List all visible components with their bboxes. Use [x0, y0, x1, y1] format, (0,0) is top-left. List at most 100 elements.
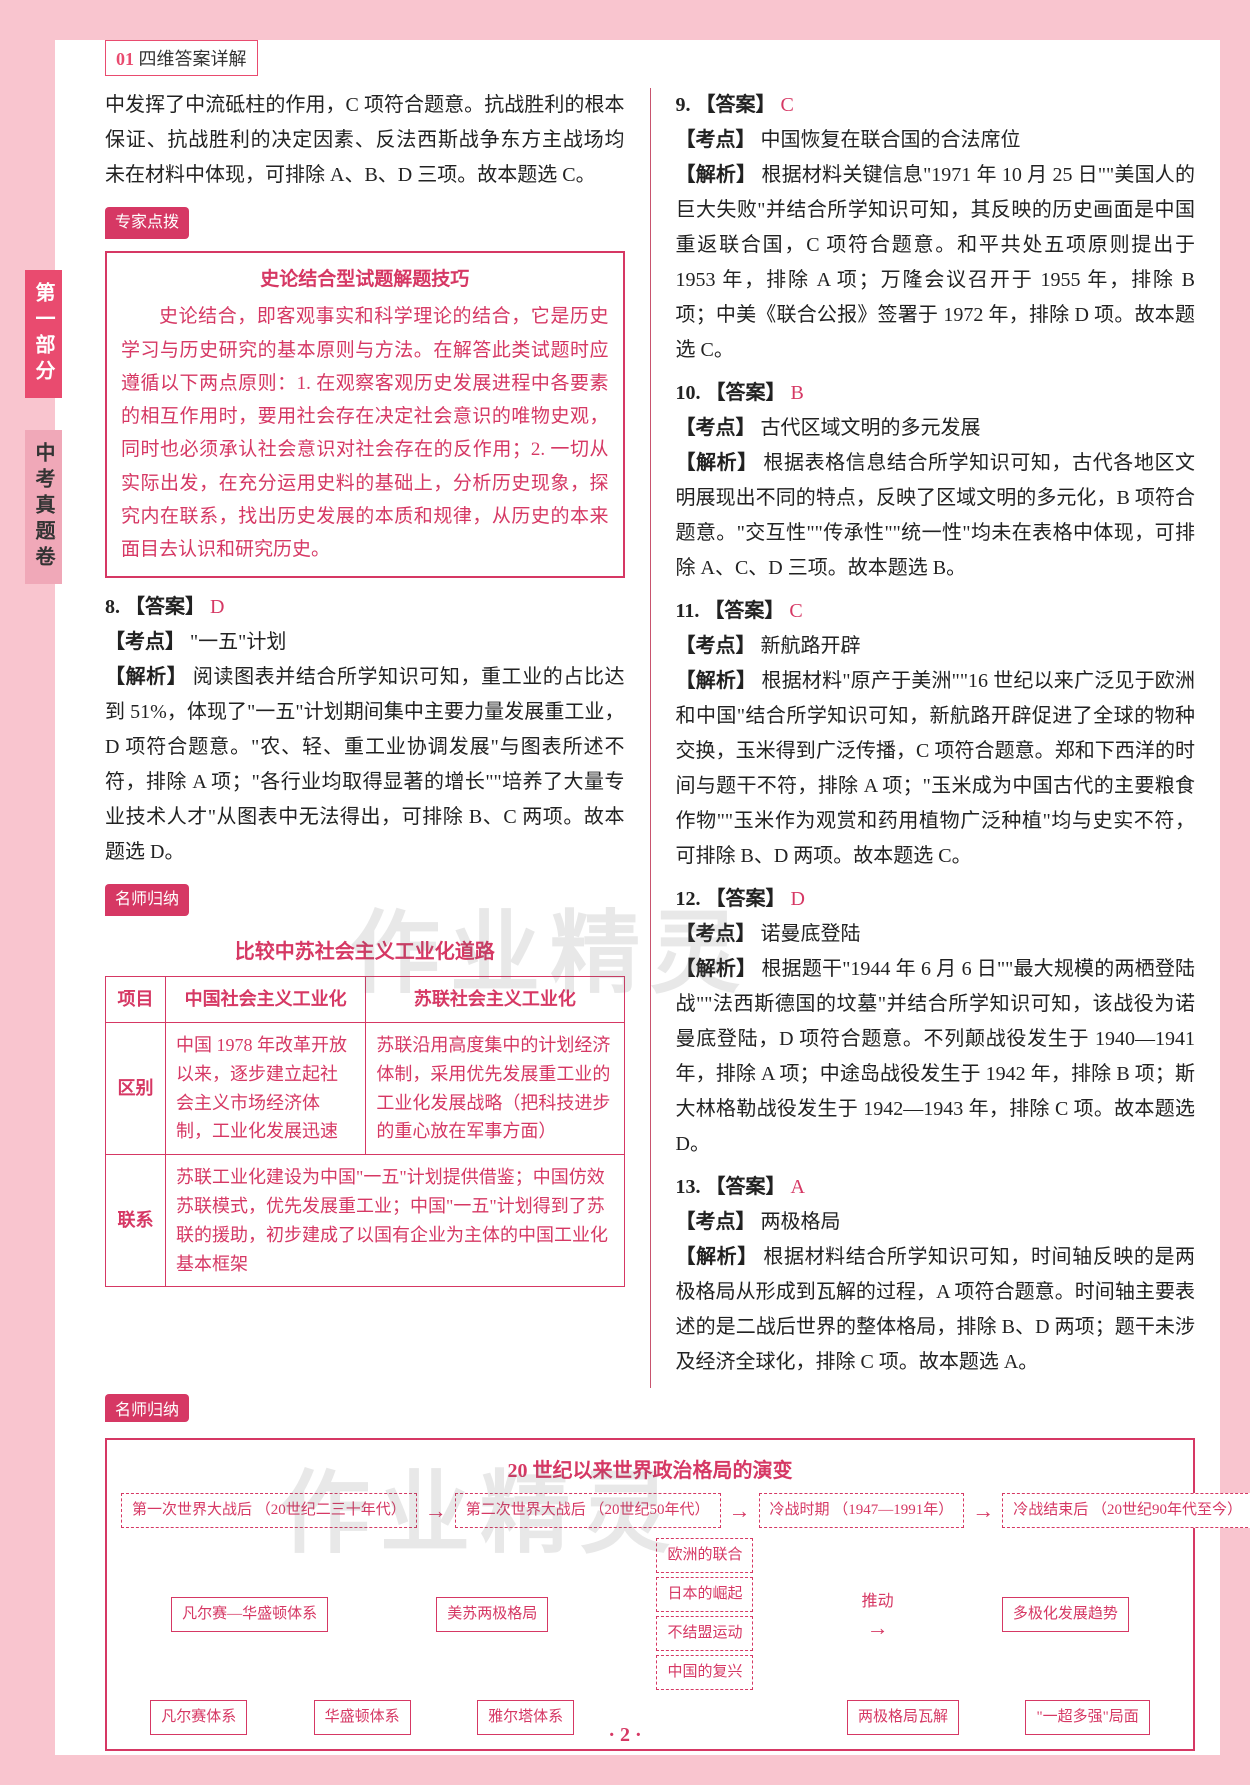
cell-china-diff: 中国 1978 年改革开放以来，逐步建立起社会主义市场经济体制，工业化发展迅速	[166, 1023, 366, 1155]
q9-ans-label: 【答案】	[696, 94, 776, 116]
flow-leaf-row: 凡尔赛体系 华盛顿体系 雅尔塔体系 两极格局瓦解 "一超多强"局面	[121, 1700, 1179, 1735]
q12-jx: 根据题干"1944 年 6 月 6 日""最大规模的两栖登陆战""法西斯德国的坟…	[676, 958, 1196, 1155]
page: 第一部分 中考真题卷 01 四维答案详解 中发挥了中流砥柱的作用，C 项符合题意…	[0, 0, 1250, 1785]
mid2: 日本的崛起	[656, 1577, 753, 1612]
q12-num: 12.	[676, 888, 701, 910]
column-divider	[650, 88, 651, 1388]
q8-ans: D	[210, 596, 224, 618]
q11-num: 11.	[676, 600, 700, 622]
cell-link: 苏联工业化建设为中国"一五"计划提供借鉴；中国仿效苏联模式，优先发展重工业；中国…	[166, 1155, 625, 1287]
arrow-icon: →	[867, 1615, 889, 1641]
cell-ussr-diff: 苏联沿用高度集中的计划经济体制，采用优先发展重工业的工业化发展战略（把科技进步的…	[366, 1023, 624, 1155]
q13-kp: 两极格局	[761, 1211, 841, 1233]
intro-para: 中发挥了中流砥柱的作用，C 项符合题意。抗战胜利的根本保证、抗战胜利的决定因素、…	[105, 88, 625, 193]
leaf3: 雅尔塔体系	[477, 1700, 574, 1735]
q11-jx-label: 【解析】	[676, 670, 757, 692]
side-tab-part: 第一部分	[25, 270, 62, 398]
q9-jx: 根据材料关键信息"1971 年 10 月 25 日""美国人的巨大失败"并结合所…	[676, 164, 1196, 361]
q9-kp: 中国恢复在联合国的合法席位	[761, 129, 1021, 151]
era4: 冷战结束后 （20世纪90年代至今）	[1002, 1493, 1250, 1528]
header-num: 01	[116, 49, 134, 69]
side-tab-section: 中考真题卷	[25, 430, 62, 584]
push-label: 推动	[862, 1587, 894, 1611]
era2: 第二次世界大战后 （20世纪50年代）	[455, 1493, 721, 1528]
border-top	[0, 0, 1250, 40]
th-ussr: 苏联社会主义工业化	[366, 977, 624, 1023]
trend: 多极化发展趋势	[1002, 1597, 1129, 1632]
box1-title: 史论结合型试题解题技巧	[121, 263, 609, 296]
th-china: 中国社会主义工业化	[166, 977, 366, 1023]
border-left	[0, 0, 55, 1785]
header-title: 四维答案详解	[139, 49, 247, 69]
arrow-icon: →	[729, 1498, 751, 1524]
leaf5: "一超多强"局面	[1025, 1700, 1149, 1735]
flowchart-box: 20 世纪以来世界政治格局的演变 第一次世界大战后 （20世纪二三十年代） → …	[105, 1438, 1195, 1751]
sys2: 美苏两极格局	[436, 1597, 548, 1632]
mid3: 不结盟运动	[656, 1616, 753, 1651]
teacher-tag-2: 名师归纳	[105, 1394, 189, 1422]
row-link: 联系	[106, 1155, 166, 1287]
box1-body: 史论结合，即客观事实和科学理论的结合，它是历史学习与历史研究的基本原则与方法。在…	[121, 300, 609, 566]
q10-num: 10.	[676, 382, 701, 404]
q8-kp-label: 【考点】	[105, 631, 185, 653]
page-number: · 2 ·	[608, 1724, 641, 1747]
q10-kp-label: 【考点】	[676, 417, 756, 439]
border-bottom	[0, 1755, 1250, 1785]
section-header: 01 四维答案详解	[105, 40, 258, 76]
mid4: 中国的复兴	[656, 1655, 753, 1690]
q12-jx-label: 【解析】	[676, 958, 757, 980]
q12: 12. 【答案】 D 【考点】 诺曼底登陆 【解析】 根据题干"1944 年 6…	[676, 882, 1196, 1162]
era1: 第一次世界大战后 （20世纪二三十年代）	[121, 1493, 417, 1528]
q8-jx: 阅读图表并结合所学知识可知，重工业的占比达到 51%，体现了"一五"计划期间集中…	[105, 666, 625, 863]
arrow-icon: →	[972, 1498, 994, 1524]
expert-tag: 专家点拨	[105, 207, 189, 239]
q9-jx-label: 【解析】	[676, 164, 757, 186]
q10-ans: B	[791, 382, 804, 404]
teacher-tag-1: 名师归纳	[105, 884, 189, 916]
row-diff: 区别	[106, 1023, 166, 1155]
leaf1: 凡尔赛体系	[150, 1700, 247, 1735]
q10-jx-label: 【解析】	[676, 452, 758, 474]
arrow-icon: →	[425, 1498, 447, 1524]
left-column: 中发挥了中流砥柱的作用，C 项符合题意。抗战胜利的根本保证、抗战胜利的决定因素、…	[105, 88, 625, 1388]
q12-ans: D	[791, 888, 805, 910]
q12-ans-label: 【答案】	[706, 888, 786, 910]
q13: 13. 【答案】 A 【考点】 两极格局 【解析】 根据材料结合所学知识可知，时…	[676, 1170, 1196, 1380]
flowchart: 第一次世界大战后 （20世纪二三十年代） → 第二次世界大战后 （20世纪50年…	[121, 1493, 1179, 1735]
q8: 8. 【答案】 D 【考点】 "一五"计划 【解析】 阅读图表并结合所学知识可知…	[105, 590, 625, 870]
q8-num: 8.	[105, 596, 120, 618]
q10: 10. 【答案】 B 【考点】 古代区域文明的多元发展 【解析】 根据表格信息结…	[676, 376, 1196, 586]
q9-kp-label: 【考点】	[676, 129, 756, 151]
q11-ans-label: 【答案】	[704, 600, 784, 622]
era3: 冷战时期 （1947—1991年）	[759, 1493, 965, 1528]
q12-kp: 诺曼底登陆	[761, 923, 861, 945]
q11: 11. 【答案】 C 【考点】 新航路开辟 【解析】 根据材料"原产于美洲""1…	[676, 594, 1196, 874]
sys1: 凡尔赛—华盛顿体系	[171, 1597, 328, 1632]
two-column-content: 中发挥了中流砥柱的作用，C 项符合题意。抗战胜利的根本保证、抗战胜利的决定因素、…	[105, 88, 1195, 1388]
q8-ans-label: 【答案】	[125, 596, 205, 618]
q13-jx-label: 【解析】	[676, 1246, 758, 1268]
q8-kp: "一五"计划	[190, 631, 286, 653]
q10-kp: 古代区域文明的多元发展	[761, 417, 981, 439]
q11-kp: 新航路开辟	[761, 635, 861, 657]
q13-ans-label: 【答案】	[706, 1176, 786, 1198]
right-column: 9. 【答案】 C 【考点】 中国恢复在联合国的合法席位 【解析】 根据材料关键…	[676, 88, 1196, 1388]
push-col: 推动 →	[862, 1587, 894, 1641]
q8-jx-label: 【解析】	[105, 666, 187, 688]
q11-ans: C	[789, 600, 802, 622]
leaf4: 两极格局瓦解	[847, 1700, 959, 1735]
q12-kp-label: 【考点】	[676, 923, 756, 945]
q13-num: 13.	[676, 1176, 701, 1198]
mid-col: 欧洲的联合 日本的崛起 不结盟运动 中国的复兴	[656, 1538, 753, 1690]
q9-ans: C	[781, 94, 794, 116]
th-item: 项目	[106, 977, 166, 1023]
flow-title: 20 世纪以来世界政治格局的演变	[121, 1454, 1179, 1483]
leaf2: 华盛顿体系	[314, 1700, 411, 1735]
q9-num: 9.	[676, 94, 691, 116]
q10-ans-label: 【答案】	[706, 382, 786, 404]
comparison-table: 比较中苏社会主义工业化道路 项目 中国社会主义工业化 苏联社会主义工业化 区别 …	[105, 928, 625, 1287]
table-caption: 比较中苏社会主义工业化道路	[106, 928, 625, 977]
expert-box: 史论结合型试题解题技巧 史论结合，即客观事实和科学理论的结合，它是历史学习与历史…	[105, 251, 625, 578]
q11-kp-label: 【考点】	[676, 635, 756, 657]
flow-era-row: 第一次世界大战后 （20世纪二三十年代） → 第二次世界大战后 （20世纪50年…	[121, 1493, 1179, 1528]
